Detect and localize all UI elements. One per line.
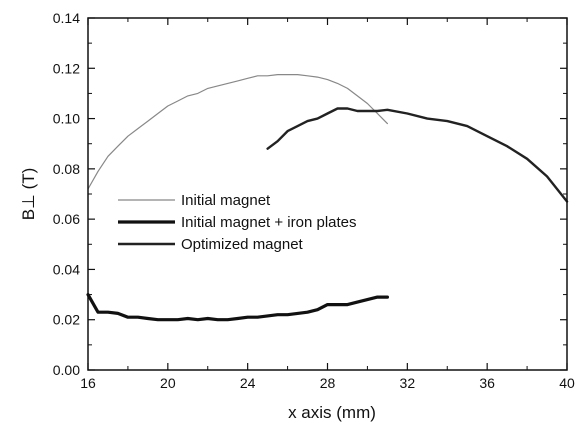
- x-tick-label: 36: [479, 375, 495, 391]
- y-tick-label: 0.02: [53, 312, 80, 328]
- series-line-1: [87, 73, 388, 190]
- y-tick-label: 0.00: [53, 362, 80, 378]
- plot-frame: [87, 17, 568, 371]
- x-tick-label: 20: [160, 375, 176, 391]
- y-tick-label: 0.12: [53, 60, 80, 76]
- y-tick-label: 0.10: [53, 111, 80, 127]
- y-axis-title: B⊥ (T): [19, 168, 38, 221]
- x-tick-label: 32: [400, 375, 416, 391]
- x-tick-label: 16: [80, 375, 96, 391]
- legend-label-2: Initial magnet + iron plates: [181, 214, 357, 231]
- x-tick-label: 28: [320, 375, 336, 391]
- series-line-2: [86, 293, 389, 322]
- x-tick-label: 24: [240, 375, 256, 391]
- x-axis-title: x axis (mm): [288, 403, 376, 422]
- y-tick-label: 0.08: [53, 161, 80, 177]
- series-line-3: [266, 107, 569, 203]
- y-tick-label: 0.06: [53, 211, 80, 227]
- x-tick-label: 40: [559, 375, 575, 391]
- y-tick-label: 0.14: [53, 10, 80, 26]
- legend-label-1: Initial magnet: [181, 192, 271, 209]
- legend: Initial magnet Initial magnet + iron plat…: [118, 192, 357, 253]
- plot-area: [86, 73, 569, 322]
- axes: 16 20 24 28 32 36 40 0.00 0.02 0.04 0.06 0.08 0.10 0.…: [53, 10, 575, 391]
- y-tick-label: 0.04: [53, 261, 80, 277]
- legend-label-3: Optimized magnet: [181, 236, 304, 253]
